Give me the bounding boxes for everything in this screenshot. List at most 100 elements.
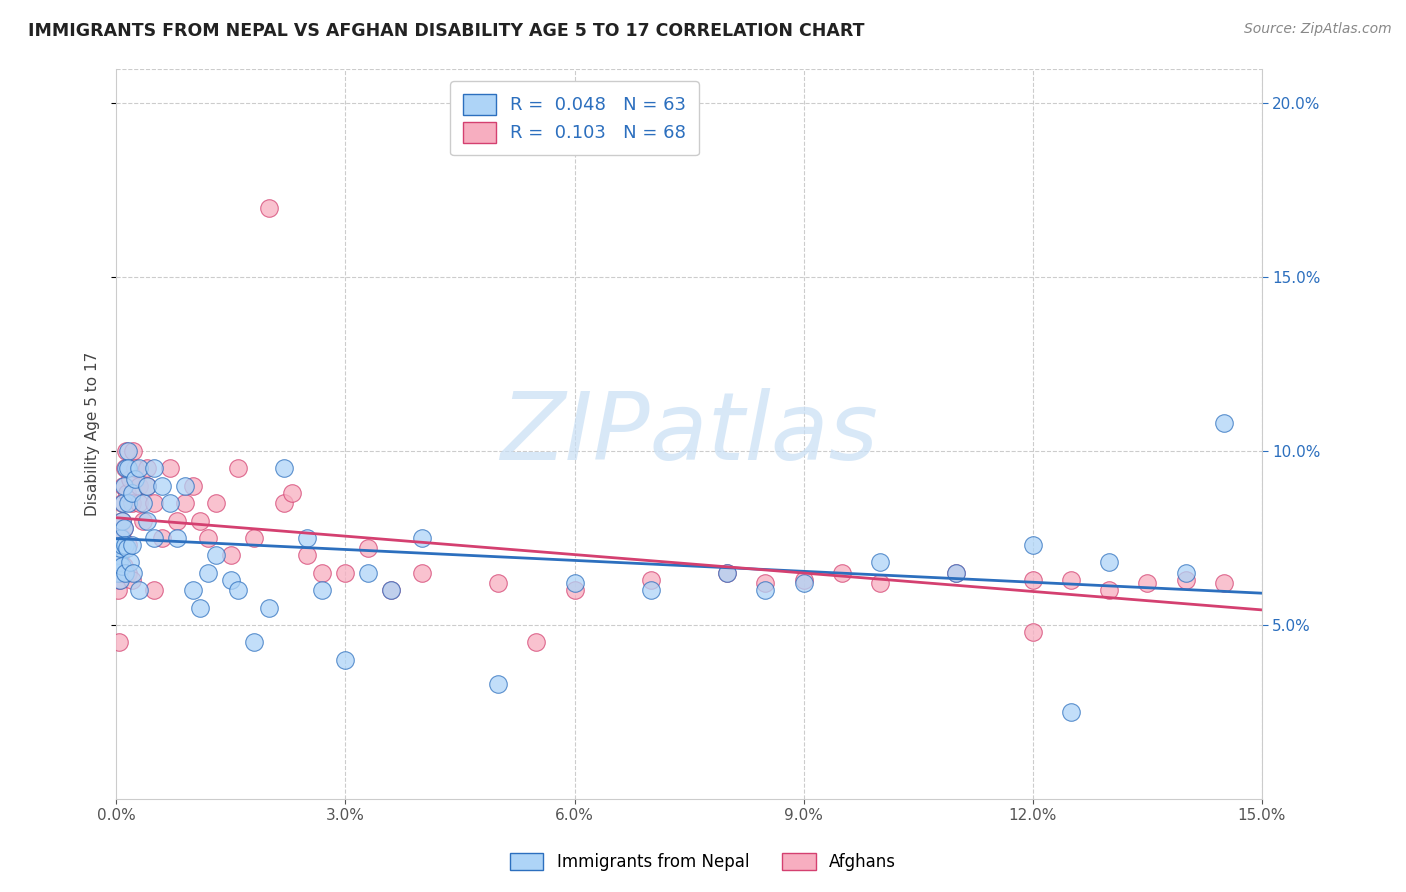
- Point: [228, 461, 250, 475]
- Point: [124, 472, 146, 486]
- Point: [114, 538, 136, 552]
- Point: [132, 514, 155, 528]
- Point: [166, 531, 188, 545]
- Text: Source: ZipAtlas.com: Source: ZipAtlas.com: [1244, 22, 1392, 37]
- Point: [132, 496, 155, 510]
- Point: [188, 600, 211, 615]
- Point: [166, 514, 188, 528]
- Point: [357, 566, 380, 580]
- Point: [242, 531, 264, 545]
- Point: [219, 549, 242, 563]
- Point: [114, 461, 136, 475]
- Point: [110, 531, 132, 545]
- Point: [118, 555, 141, 569]
- Point: [945, 566, 967, 580]
- Point: [335, 653, 357, 667]
- Point: [335, 566, 357, 580]
- Point: [716, 566, 738, 580]
- Point: [242, 635, 264, 649]
- Point: [121, 538, 143, 552]
- Point: [1098, 583, 1121, 598]
- Point: [143, 583, 166, 598]
- Point: [117, 444, 139, 458]
- Point: [640, 583, 662, 598]
- Point: [1212, 576, 1234, 591]
- Point: [281, 485, 304, 500]
- Point: [111, 514, 134, 528]
- Point: [121, 573, 143, 587]
- Point: [107, 549, 129, 563]
- Point: [640, 573, 662, 587]
- Point: [273, 461, 295, 475]
- Point: [128, 496, 150, 510]
- Point: [524, 635, 547, 649]
- Point: [150, 479, 173, 493]
- Point: [114, 566, 136, 580]
- Point: [128, 583, 150, 598]
- Point: [273, 496, 295, 510]
- Point: [115, 485, 138, 500]
- Point: [357, 541, 380, 556]
- Point: [108, 549, 131, 563]
- Point: [297, 531, 319, 545]
- Point: [1022, 573, 1045, 587]
- Point: [869, 576, 891, 591]
- Point: [112, 520, 135, 534]
- Point: [117, 538, 139, 552]
- Point: [110, 531, 132, 545]
- Point: [107, 573, 129, 587]
- Point: [564, 576, 586, 591]
- Point: [297, 549, 319, 563]
- Point: [135, 514, 157, 528]
- Point: [135, 461, 157, 475]
- Point: [122, 566, 145, 580]
- Point: [118, 472, 141, 486]
- Point: [486, 576, 509, 591]
- Point: [124, 461, 146, 475]
- Point: [150, 531, 173, 545]
- Point: [197, 566, 219, 580]
- Legend: Immigrants from Nepal, Afghans: Immigrants from Nepal, Afghans: [502, 845, 904, 880]
- Text: ZIPatlas: ZIPatlas: [501, 388, 877, 479]
- Point: [204, 549, 226, 563]
- Point: [107, 566, 129, 580]
- Point: [411, 531, 433, 545]
- Point: [188, 514, 211, 528]
- Point: [1060, 705, 1083, 719]
- Point: [793, 576, 815, 591]
- Point: [486, 677, 509, 691]
- Point: [112, 496, 135, 510]
- Point: [128, 479, 150, 493]
- Point: [121, 496, 143, 510]
- Point: [122, 444, 145, 458]
- Point: [111, 496, 134, 510]
- Point: [1098, 555, 1121, 569]
- Point: [1060, 573, 1083, 587]
- Point: [257, 201, 280, 215]
- Point: [716, 566, 738, 580]
- Point: [110, 566, 132, 580]
- Point: [1022, 538, 1045, 552]
- Point: [564, 583, 586, 598]
- Point: [108, 538, 131, 552]
- Point: [1174, 573, 1197, 587]
- Point: [181, 583, 204, 598]
- Point: [311, 583, 333, 598]
- Point: [117, 461, 139, 475]
- Point: [108, 541, 131, 556]
- Point: [174, 496, 197, 510]
- Point: [112, 558, 135, 573]
- Point: [1212, 416, 1234, 430]
- Point: [111, 538, 134, 552]
- Point: [107, 635, 129, 649]
- Point: [754, 583, 776, 598]
- Point: [143, 496, 166, 510]
- Point: [945, 566, 967, 580]
- Point: [115, 444, 138, 458]
- Point: [219, 573, 242, 587]
- Point: [159, 461, 181, 475]
- Point: [115, 541, 138, 556]
- Point: [108, 555, 131, 569]
- Point: [411, 566, 433, 580]
- Point: [112, 479, 135, 493]
